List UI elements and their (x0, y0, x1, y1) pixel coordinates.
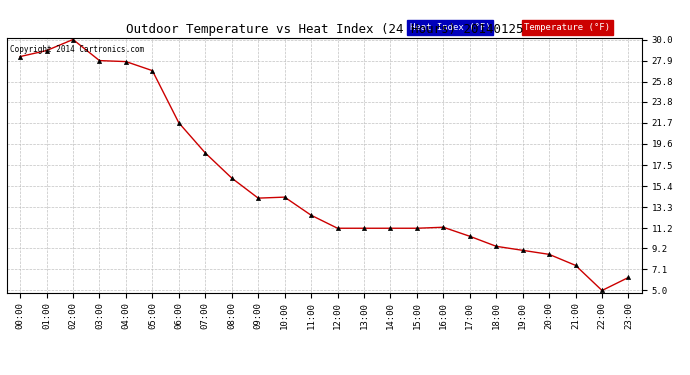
Text: Copyright 2014 Cartronics.com: Copyright 2014 Cartronics.com (10, 45, 144, 54)
Title: Outdoor Temperature vs Heat Index (24 Hours) 20140125: Outdoor Temperature vs Heat Index (24 Ho… (126, 23, 523, 36)
Text: Temperature (°F): Temperature (°F) (524, 23, 610, 32)
Text: Heat Index (°F): Heat Index (°F) (410, 23, 491, 32)
